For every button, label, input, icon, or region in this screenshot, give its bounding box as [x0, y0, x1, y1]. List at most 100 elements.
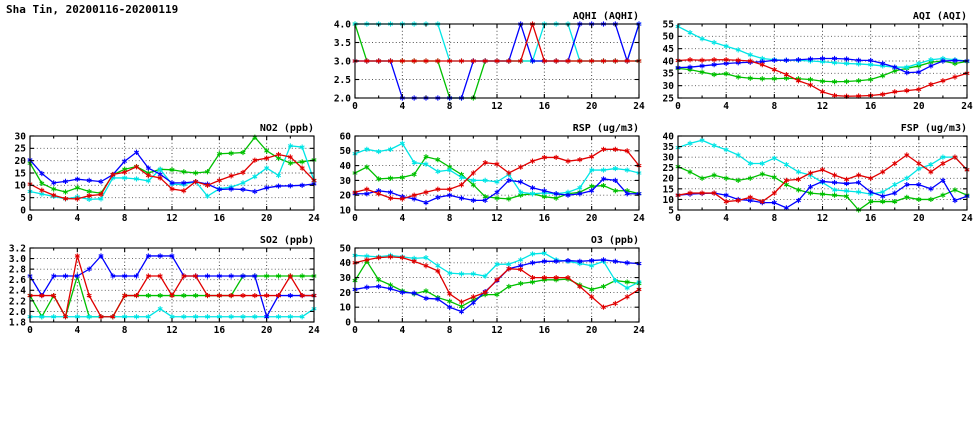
y-tick-label: 15 [15, 168, 27, 179]
x-tick-label: 4 [399, 101, 405, 112]
series-line-no2-day4 [29, 153, 315, 200]
x-tick-label: 8 [447, 213, 453, 224]
y-tick-label: 15 [663, 184, 675, 195]
x-tick-label: 12 [817, 101, 828, 112]
x-tick-label: 16 [865, 213, 877, 224]
x-tick-label: 16 [539, 101, 551, 112]
x-tick-label: 12 [491, 101, 502, 112]
series-markers-aqi-day2 [675, 23, 970, 70]
x-tick-label: 4 [74, 213, 80, 224]
chart-panel-o3: O3 (ppb) 0 10 20 30 40 50 0 4 8 12 16 20 24 [325, 232, 645, 344]
y-tick-label: 25 [663, 163, 675, 174]
y-tick-label: 40 [663, 56, 675, 67]
y-tick-label: 20 [340, 288, 352, 299]
y-tick-label: 3.0 [334, 56, 351, 67]
x-tick-label: 4 [723, 101, 729, 112]
x-tick-label: 0 [352, 325, 358, 336]
y-tick-label: 55 [663, 19, 675, 30]
y-tick-label: 2.0 [334, 93, 351, 104]
x-tick-label: 24 [961, 101, 973, 112]
y-tick-label: 10 [15, 181, 27, 192]
x-tick-label: 24 [308, 325, 320, 336]
y-tick-label: 20 [15, 156, 27, 167]
chart-panel-aqi: AQI (AQI) 25 30 35 40 45 50 55 0 4 8 12 16 20 24 [648, 8, 973, 120]
y-tick-label: 5 [20, 193, 26, 204]
y-tick-label: 2.6 [9, 275, 26, 286]
x-tick-label: 20 [913, 213, 925, 224]
x-tick-label: 24 [633, 213, 645, 224]
x-tick-label: 8 [122, 325, 128, 336]
y-tick-label: 40 [340, 161, 352, 172]
y-tick-label: 3.2 [9, 243, 26, 254]
chart-title-no2: NO2 (ppb) [260, 123, 314, 134]
chart-panel-fsp: FSP (ug/m3) 5 10 15 20 25 30 35 40 0 4 8 12 16 20 24 [648, 120, 973, 232]
y-tick-label: 4.0 [334, 19, 351, 30]
x-tick-label: 4 [399, 325, 405, 336]
y-tick-label: 20 [340, 191, 352, 202]
y-tick-label: 3.5 [334, 38, 351, 49]
y-tick-label: 25 [15, 144, 27, 155]
x-tick-label: 0 [27, 213, 33, 224]
y-tick-label: 5 [668, 205, 674, 216]
x-tick-label: 0 [675, 101, 681, 112]
chart-title-aqi: AQI (AQI) [913, 11, 967, 22]
chart-title-o3: O3 (ppb) [591, 235, 639, 246]
x-tick-label: 8 [771, 101, 777, 112]
x-tick-label: 20 [586, 213, 598, 224]
chart-panel-rsp: RSP (ug/m3) 10 20 30 40 50 60 0 4 8 12 16 20 24 [325, 120, 645, 232]
y-tick-label: 45 [663, 44, 675, 55]
x-tick-label: 12 [491, 325, 502, 336]
y-tick-label: 30 [663, 81, 675, 92]
y-tick-label: 40 [663, 131, 675, 142]
x-tick-label: 20 [586, 101, 598, 112]
y-tick-label: 10 [340, 303, 352, 314]
x-tick-label: 20 [261, 325, 273, 336]
x-tick-label: 4 [74, 325, 80, 336]
x-tick-label: 16 [214, 213, 226, 224]
chart-title-fsp: FSP (ug/m3) [901, 123, 967, 134]
y-tick-label: 35 [663, 142, 675, 153]
y-tick-label: 50 [340, 243, 352, 254]
x-tick-label: 24 [633, 325, 645, 336]
y-tick-label: 30 [340, 273, 352, 284]
chart-title-so2: SO2 (ppb) [260, 235, 314, 246]
x-tick-label: 0 [352, 101, 358, 112]
y-tick-label: 35 [663, 69, 675, 80]
y-tick-label: 3.0 [9, 254, 26, 265]
y-tick-label: 25 [663, 93, 675, 104]
chart-panel-no2: NO2 (ppb) 0 5 10 15 20 25 30 0 4 8 12 16 20 24 [0, 120, 320, 232]
x-tick-label: 16 [539, 213, 551, 224]
x-tick-label: 20 [586, 325, 598, 336]
chart-title-aqhi: AQHI (AQHI) [573, 11, 639, 22]
x-tick-label: 8 [771, 213, 777, 224]
x-tick-label: 12 [166, 213, 177, 224]
y-tick-label: 2.5 [334, 75, 351, 86]
x-tick-label: 16 [539, 325, 551, 336]
x-tick-label: 8 [122, 213, 128, 224]
x-tick-label: 16 [865, 101, 877, 112]
chart-panel-so2: SO2 (ppb) 1.8 2.0 2.2 2.4 2.6 2.8 3.0 3.2 0 4 8 12 16… [0, 232, 320, 344]
x-tick-label: 24 [961, 213, 973, 224]
y-tick-label: 40 [340, 258, 352, 269]
y-tick-label: 2.2 [9, 296, 26, 307]
y-tick-label: 20 [663, 174, 675, 185]
y-tick-label: 30 [663, 153, 675, 164]
x-tick-label: 12 [491, 213, 502, 224]
x-tick-label: 20 [913, 101, 925, 112]
x-tick-label: 8 [447, 101, 453, 112]
x-tick-label: 24 [633, 101, 645, 112]
x-tick-label: 0 [352, 213, 358, 224]
y-tick-label: 2.0 [9, 307, 26, 318]
x-tick-label: 16 [214, 325, 226, 336]
y-tick-label: 30 [15, 131, 27, 142]
y-tick-label: 60 [340, 131, 352, 142]
x-tick-label: 0 [675, 213, 681, 224]
x-tick-label: 12 [166, 325, 177, 336]
chart-panel-aqhi: AQHI (AQHI) 2.0 2.5 3.0 3.5 4.0 0 4 8 12 16 20 24 [325, 8, 645, 120]
page-title: Sha Tin, 20200116-20200119 [6, 3, 179, 16]
x-tick-label: 4 [723, 213, 729, 224]
y-tick-label: 2.4 [9, 286, 26, 297]
y-tick-label: 1.8 [9, 317, 26, 328]
y-tick-label: 10 [663, 195, 675, 206]
y-tick-label: 10 [340, 205, 352, 216]
